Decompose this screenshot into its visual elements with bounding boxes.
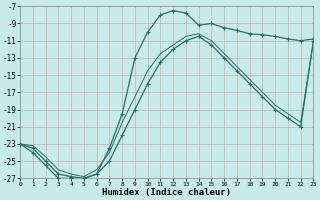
X-axis label: Humidex (Indice chaleur): Humidex (Indice chaleur) bbox=[102, 188, 231, 197]
